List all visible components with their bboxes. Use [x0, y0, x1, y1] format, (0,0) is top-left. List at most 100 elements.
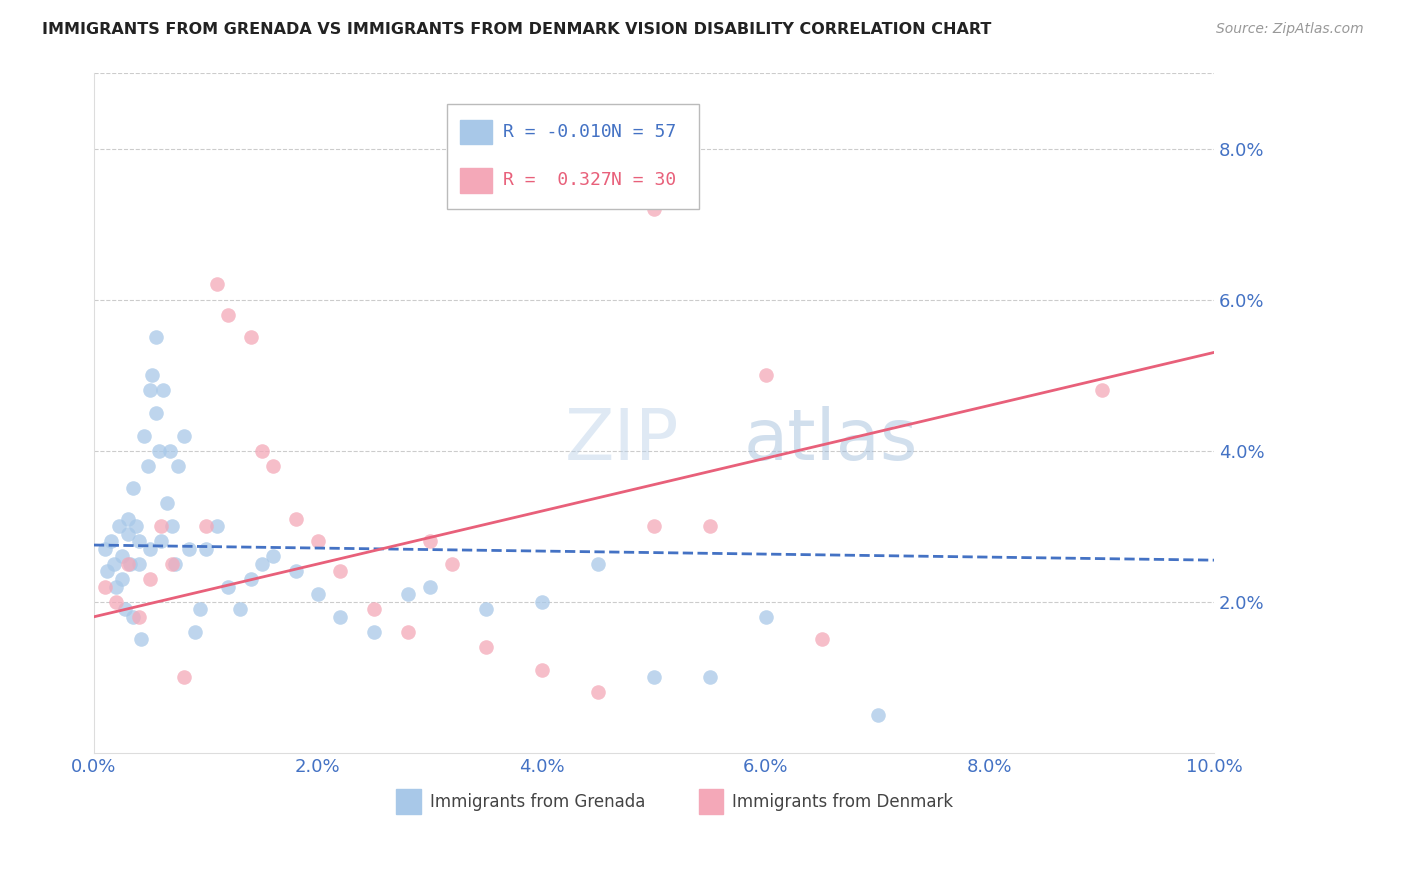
Point	[262, 458, 284, 473]
Point	[128, 557, 150, 571]
Point	[475, 602, 498, 616]
Text: Immigrants from Grenada: Immigrants from Grenada	[430, 793, 645, 811]
FancyBboxPatch shape	[447, 103, 699, 209]
Point	[262, 549, 284, 564]
Point	[1091, 383, 1114, 397]
Point	[396, 624, 419, 639]
Bar	[699, 789, 724, 814]
Point	[307, 534, 329, 549]
Point	[699, 519, 721, 533]
Point	[145, 330, 167, 344]
Bar	[460, 169, 492, 193]
Text: R = -0.010: R = -0.010	[503, 123, 612, 141]
Point	[129, 632, 152, 647]
Point	[441, 557, 464, 571]
Text: Source: ZipAtlas.com: Source: ZipAtlas.com	[1216, 22, 1364, 37]
Point	[150, 519, 173, 533]
Point	[163, 557, 186, 571]
Point	[205, 519, 228, 533]
Point	[284, 565, 307, 579]
Point	[530, 595, 553, 609]
Point	[194, 519, 217, 533]
Point	[643, 519, 665, 533]
Point	[139, 572, 162, 586]
Point	[205, 277, 228, 292]
Point	[586, 557, 609, 571]
Point	[148, 443, 170, 458]
Point	[363, 602, 385, 616]
Bar	[460, 120, 492, 145]
Point	[117, 526, 139, 541]
Point	[586, 685, 609, 699]
Point	[105, 580, 128, 594]
Point	[114, 602, 136, 616]
Bar	[396, 789, 420, 814]
Text: Immigrants from Denmark: Immigrants from Denmark	[733, 793, 953, 811]
Point	[128, 534, 150, 549]
Point	[363, 624, 385, 639]
Point	[250, 443, 273, 458]
Point	[139, 383, 162, 397]
Point	[117, 511, 139, 525]
Point	[643, 202, 665, 216]
Point	[329, 609, 352, 624]
Point	[530, 663, 553, 677]
Point	[699, 670, 721, 684]
Point	[239, 572, 262, 586]
Point	[179, 541, 201, 556]
Point	[152, 383, 174, 397]
Point	[188, 602, 211, 616]
Point	[184, 624, 207, 639]
Point	[217, 580, 239, 594]
Point	[139, 541, 162, 556]
Point	[145, 406, 167, 420]
Text: atlas: atlas	[744, 406, 918, 475]
Point	[111, 572, 134, 586]
Point	[122, 482, 145, 496]
Point	[150, 534, 173, 549]
Point	[866, 708, 889, 723]
Point	[118, 557, 141, 571]
Text: R =  0.327: R = 0.327	[503, 171, 612, 189]
Point	[136, 458, 159, 473]
Point	[239, 330, 262, 344]
Point	[755, 609, 778, 624]
Point	[117, 557, 139, 571]
Text: ZIP: ZIP	[564, 406, 679, 475]
Point	[194, 541, 217, 556]
Point	[162, 557, 184, 571]
Point	[103, 557, 125, 571]
Point	[125, 519, 148, 533]
Point	[228, 602, 250, 616]
Point	[159, 443, 181, 458]
Point	[156, 496, 179, 510]
Point	[107, 519, 129, 533]
Point	[755, 368, 778, 383]
Point	[173, 428, 195, 442]
Point	[475, 640, 498, 654]
Point	[217, 308, 239, 322]
Point	[167, 458, 190, 473]
Point	[141, 368, 163, 383]
Point	[100, 534, 122, 549]
Point	[162, 519, 184, 533]
Point	[94, 541, 117, 556]
Point	[173, 670, 195, 684]
Text: IMMIGRANTS FROM GRENADA VS IMMIGRANTS FROM DENMARK VISION DISABILITY CORRELATION: IMMIGRANTS FROM GRENADA VS IMMIGRANTS FR…	[42, 22, 991, 37]
Point	[96, 565, 118, 579]
Point	[811, 632, 834, 647]
Point	[396, 587, 419, 601]
Point	[329, 565, 352, 579]
Point	[643, 670, 665, 684]
Point	[419, 580, 441, 594]
Point	[94, 580, 117, 594]
Point	[134, 428, 156, 442]
Point	[128, 609, 150, 624]
Point	[105, 595, 128, 609]
Text: N = 30: N = 30	[612, 171, 676, 189]
Point	[122, 609, 145, 624]
Text: N = 57: N = 57	[612, 123, 676, 141]
Point	[111, 549, 134, 564]
Point	[307, 587, 329, 601]
Point	[419, 534, 441, 549]
